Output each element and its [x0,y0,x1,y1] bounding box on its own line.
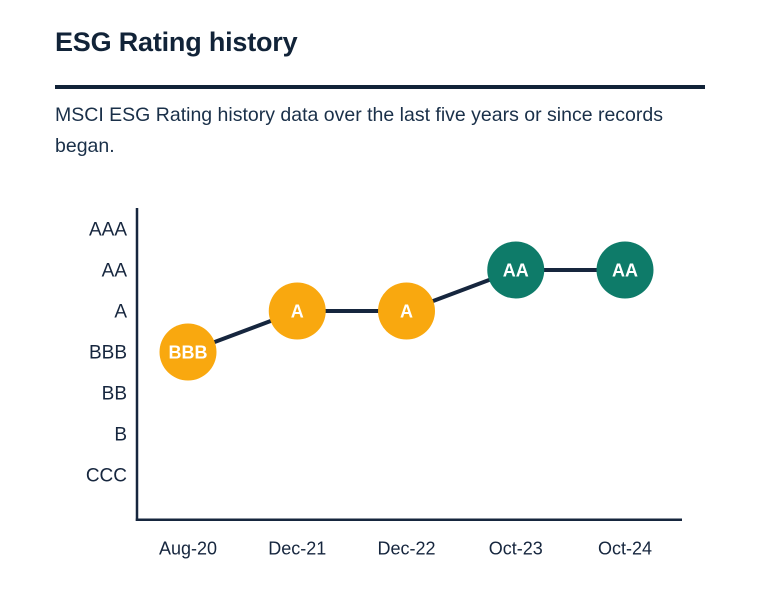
title-divider [55,85,705,89]
rating-marker-Dec-22 [378,282,435,340]
y-axis-label-AA: AA [102,261,128,282]
rating-marker-Dec-21 [268,282,326,340]
y-axis-label-AAA: AAA [89,220,127,241]
x-axis-label-Aug-20: Aug-20 [159,538,217,558]
page-subtitle: MSCI ESG Rating history data over the la… [55,104,663,157]
x-axis-label-Dec-21: Dec-21 [268,538,326,558]
rating-marker-Oct-24 [596,241,654,299]
y-axis-label-CCC: CCC [86,466,127,487]
x-axis-label-Oct-24: Oct-24 [598,538,652,558]
rating-marker-Aug-20 [159,323,217,381]
y-axis-label-B: B [114,425,127,446]
y-axis-label-A: A [114,302,127,323]
rating-marker-Oct-23 [487,241,545,299]
y-axis-label-BBB: BBB [89,343,127,364]
x-axis-label-Oct-23: Oct-23 [489,538,543,558]
rating-marker-label-Oct-23: AA [503,260,529,280]
rating-marker-label-Oct-24: AA [612,260,638,280]
rating-marker-label-Dec-21: A [291,301,304,321]
rating-marker-label-Aug-20: BBB [169,342,208,362]
y-axis-label-BB: BB [102,384,127,405]
rating-marker-label-Dec-22: A [400,301,413,321]
page-title: ESG Rating history [55,27,298,57]
x-axis-label-Dec-22: Dec-22 [377,538,435,558]
